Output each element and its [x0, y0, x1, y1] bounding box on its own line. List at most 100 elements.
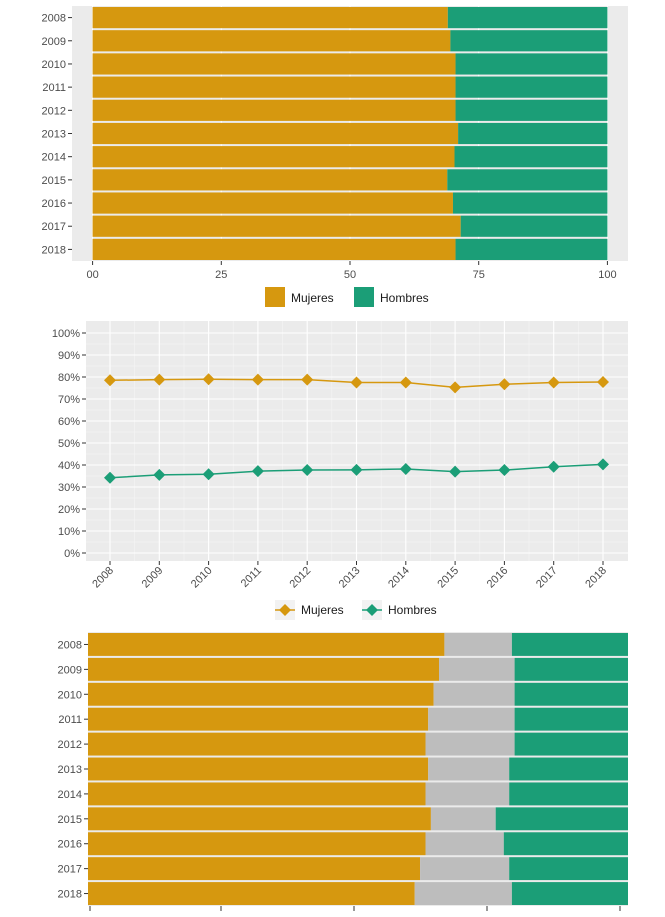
legend-label: Mujeres	[301, 603, 344, 617]
y-tick-label: 70%	[58, 394, 80, 406]
x-tick-label: 2018	[583, 565, 609, 591]
point-mujeres	[449, 381, 462, 394]
x-tick-label: 2008	[90, 565, 116, 591]
y-tick-label: 80%	[58, 372, 80, 384]
y-tick-label: 10%	[58, 526, 80, 538]
y-tick-label: 2014	[58, 789, 82, 801]
bar-hombres	[452, 192, 608, 214]
bar-hombres	[460, 215, 608, 237]
y-tick-label: 2016	[58, 839, 82, 851]
y-tick-label: 2009	[58, 664, 82, 676]
x-tick-label: 00	[86, 269, 98, 281]
bar-segment-3	[514, 682, 628, 706]
bar-segment-1	[88, 657, 439, 681]
y-tick-label: 2010	[42, 59, 66, 71]
bar-segment-1	[88, 882, 415, 905]
y-tick-label: 20%	[58, 504, 80, 516]
y-tick-label: 2008	[42, 13, 66, 25]
y-tick-label: 2018	[42, 244, 66, 256]
y-tick-label: 2013	[42, 129, 66, 141]
x-tick-label: 2009	[140, 565, 166, 591]
bar-segment-1	[88, 757, 429, 781]
legend-label: Mujeres	[291, 291, 334, 305]
bar-segment-2	[425, 732, 515, 756]
chart-1-stacked-bars: 00 25 50 75 100 2008 2009 2010 2011 2012 2013 2014 2…	[42, 6, 628, 307]
point-mujeres	[251, 373, 264, 386]
y-tick-label: 2012	[58, 739, 82, 751]
bar-segment-1	[88, 857, 421, 881]
bar-hombres	[454, 146, 608, 168]
y-tick-label: 60%	[58, 416, 80, 428]
point-mujeres	[350, 376, 363, 389]
y-tick-label: 2016	[42, 198, 66, 210]
bar-hombres	[455, 99, 608, 121]
point-hombres	[251, 465, 264, 478]
bar-hombres	[455, 53, 608, 75]
bar-mujeres	[92, 122, 459, 145]
y-tick-label: 2014	[42, 152, 66, 164]
point-hombres	[350, 463, 363, 476]
point-hombres	[449, 465, 462, 478]
bar-segment-3	[511, 633, 628, 656]
y-tick-label: 2017	[58, 864, 82, 876]
bar-mujeres	[92, 7, 448, 29]
bar-hombres	[455, 238, 608, 260]
bar-segment-1	[88, 732, 426, 756]
y-tick-label: 100%	[52, 328, 80, 340]
point-mujeres	[202, 373, 215, 386]
bar-mujeres	[92, 30, 451, 52]
bar-segment-2	[433, 682, 515, 706]
x-tick-label: 2016	[485, 565, 511, 591]
point-mujeres	[104, 374, 116, 387]
chart-2-line-percent: 0% 10% 20% 30% 40% 50% 60% 70% 80% 90% 100% 2008 200…	[52, 321, 628, 620]
y-tick-label: 40%	[58, 460, 80, 472]
bar-segment-3	[503, 832, 628, 856]
point-hombres	[399, 462, 412, 475]
bar-segment-3	[509, 782, 628, 806]
bar-segment-2	[439, 657, 515, 681]
bar-segment-1	[88, 832, 426, 856]
point-hombres	[498, 464, 511, 477]
bar-mujeres	[92, 99, 456, 121]
y-tick-label: 90%	[58, 350, 80, 362]
bar-hombres	[447, 169, 608, 191]
chart-3-stacked-bars: 2008 2009 2010 2011 2012 2013 2014 2015 2016 2017…	[58, 632, 628, 911]
y-tick-label: 2011	[42, 82, 66, 94]
bar-mujeres	[92, 53, 456, 75]
y-tick-label: 0%	[64, 548, 80, 560]
point-mujeres	[153, 373, 166, 386]
bar-segment-1	[88, 682, 434, 706]
x-tick-label: 2010	[189, 565, 215, 591]
y-tick-label: 2018	[58, 889, 82, 901]
x-tick-label: 50	[344, 269, 356, 281]
x-tick-label: 2014	[386, 565, 412, 591]
bar-segment-1	[88, 782, 426, 806]
x-tick-label: 25	[215, 269, 227, 281]
point-hombres	[153, 468, 166, 481]
legend-key-mujeres	[265, 287, 285, 307]
y-tick-label: 2009	[42, 36, 66, 48]
point-hombres	[547, 460, 560, 473]
bar-mujeres	[92, 169, 448, 191]
legend-key-hombres	[366, 604, 378, 616]
y-tick-label: 2015	[42, 175, 66, 187]
y-tick-label: 2017	[42, 221, 66, 233]
bar-segment-2	[430, 807, 496, 831]
point-hombres	[202, 468, 215, 481]
y-tick-label: 2010	[58, 689, 82, 701]
point-mujeres	[597, 376, 609, 389]
point-mujeres	[301, 373, 314, 386]
x-tick-label: 100	[598, 269, 616, 281]
legend-label: Hombres	[388, 603, 437, 617]
bar-segment-3	[509, 857, 628, 881]
y-tick-label: 2013	[58, 764, 82, 776]
bar-hombres	[455, 76, 608, 98]
bar-segment-3	[514, 732, 628, 756]
x-tick-label: 2012	[288, 565, 314, 591]
bar-segment-1	[88, 707, 429, 731]
bar-segment-1	[88, 633, 445, 656]
x-tick-label: 75	[473, 269, 485, 281]
bar-mujeres	[92, 215, 461, 237]
y-tick-label: 2012	[42, 105, 66, 117]
bar-segment-1	[88, 807, 431, 831]
